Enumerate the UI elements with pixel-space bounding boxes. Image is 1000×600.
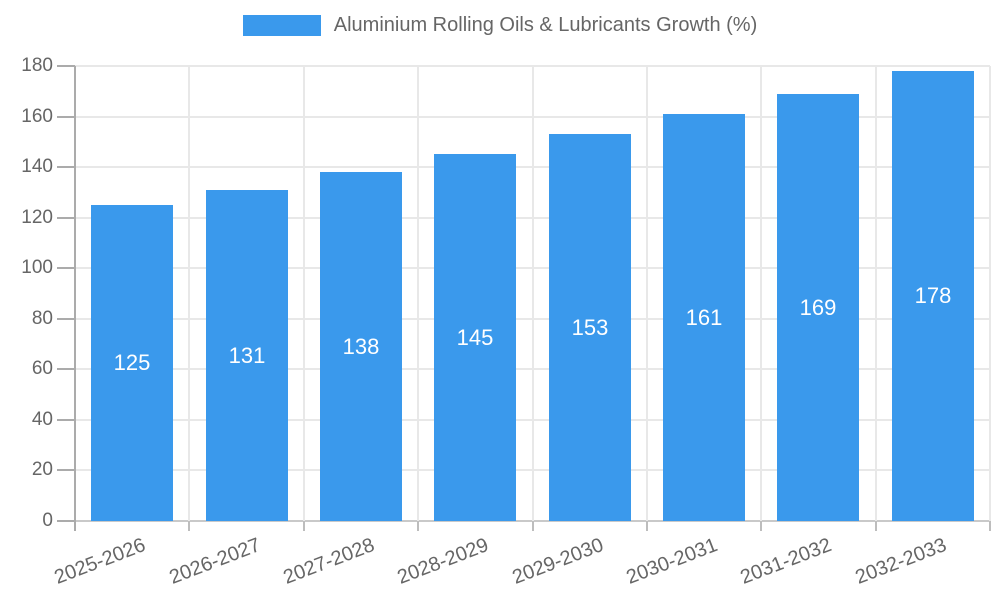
bar-value-label: 178 — [914, 283, 952, 308]
y-axis-tick — [57, 217, 75, 219]
y-axis-tick — [57, 116, 75, 118]
x-axis-tick — [188, 521, 190, 531]
y-axis-label: 0 — [42, 510, 53, 531]
gridline-v — [760, 66, 762, 521]
gridline-v — [989, 66, 991, 521]
x-axis-tick — [532, 521, 534, 531]
x-axis-label: 2031-2032 — [737, 534, 835, 589]
y-axis-tick — [57, 318, 75, 320]
x-axis-label: 2028-2029 — [394, 534, 492, 589]
y-axis-label: 60 — [31, 358, 53, 379]
gridline-v — [875, 66, 877, 521]
y-axis-label: 80 — [31, 308, 53, 329]
bar[interactable] — [663, 114, 745, 521]
bar-value-label: 125 — [113, 350, 151, 375]
x-axis-tick — [760, 521, 762, 531]
gridline-v — [646, 66, 648, 521]
gridline-v — [532, 66, 534, 521]
x-axis-tick — [417, 521, 419, 531]
x-axis-label: 2025-2026 — [51, 534, 149, 589]
bar-value-label: 131 — [228, 343, 266, 368]
legend-swatch — [242, 15, 321, 36]
legend-label: Aluminium Rolling Oils & Lubricants Grow… — [333, 14, 758, 36]
y-axis-label: 140 — [21, 156, 53, 177]
bar-value-label: 153 — [571, 315, 609, 340]
chart-legend[interactable]: Aluminium Rolling Oils & Lubricants Grow… — [0, 14, 1000, 37]
x-axis-label: 2030-2031 — [623, 534, 721, 589]
y-axis-tick — [57, 267, 75, 269]
bar[interactable] — [206, 190, 288, 521]
x-axis-label: 2027-2028 — [280, 534, 378, 589]
bar[interactable] — [777, 94, 859, 521]
y-axis-tick — [57, 368, 75, 370]
gridline-v — [417, 66, 419, 521]
y-axis-label: 160 — [21, 106, 53, 127]
gridline-v — [303, 66, 305, 521]
gridline-v — [188, 66, 190, 521]
bar-value-label: 161 — [685, 305, 723, 330]
bar[interactable] — [91, 205, 173, 521]
bar[interactable] — [320, 172, 402, 521]
x-axis-label: 2026-2027 — [166, 534, 264, 589]
bar-value-label: 169 — [799, 295, 837, 320]
bar[interactable] — [434, 154, 516, 521]
y-axis-tick — [57, 419, 75, 421]
y-axis-label: 120 — [21, 207, 53, 228]
x-axis-tick — [646, 521, 648, 531]
y-axis-tick — [57, 469, 75, 471]
bar-value-label: 138 — [342, 334, 380, 359]
bar-value-label: 145 — [456, 325, 494, 350]
y-axis-line — [74, 66, 76, 531]
y-axis-tick — [57, 166, 75, 168]
y-axis-label: 100 — [21, 257, 53, 278]
y-axis-label: 180 — [21, 55, 53, 76]
y-axis-tick — [57, 520, 75, 522]
y-axis-tick — [57, 65, 75, 67]
x-axis-tick — [989, 521, 991, 531]
x-axis-tick — [875, 521, 877, 531]
x-axis-label: 2032-2033 — [852, 534, 950, 589]
bar[interactable] — [892, 71, 974, 521]
x-axis-label: 2029-2030 — [509, 534, 607, 589]
y-axis-label: 40 — [31, 409, 53, 430]
bar[interactable] — [549, 134, 631, 521]
x-axis-tick — [303, 521, 305, 531]
y-axis-label: 20 — [31, 459, 53, 480]
